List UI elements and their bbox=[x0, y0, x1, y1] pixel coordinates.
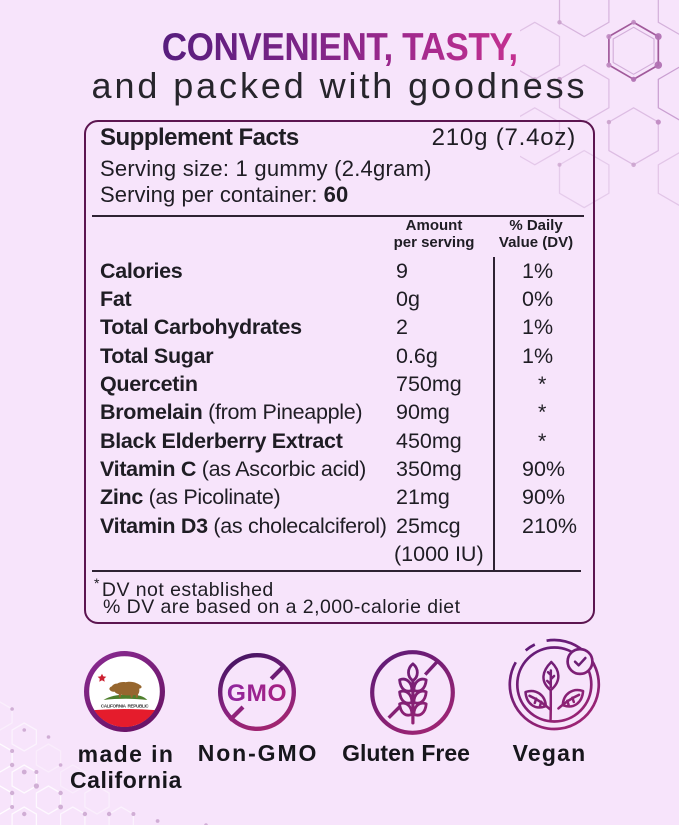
svg-text:CALIFORNIA REPUBLIC: CALIFORNIA REPUBLIC bbox=[101, 703, 150, 708]
svg-text:GMO: GMO bbox=[227, 680, 287, 707]
